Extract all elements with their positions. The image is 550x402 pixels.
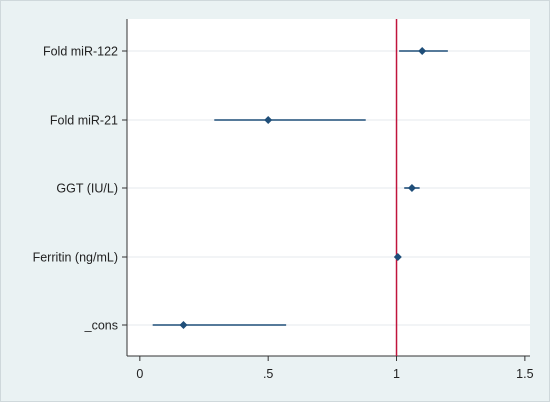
point-estimate-marker: [407, 184, 416, 192]
y-tick-label: Fold miR-21: [50, 114, 118, 128]
y-tick-label: GGT (IU/L): [56, 182, 118, 196]
x-axis-ticks: 0 .5 1 1.5: [136, 356, 534, 381]
y-tick-label: Ferritin (ng/mL): [33, 251, 118, 265]
point-estimate-marker: [393, 253, 402, 261]
y-tick-label: Fold miR-122: [43, 45, 118, 59]
coefficient-marks: [152, 47, 448, 329]
x-tick-label: 1: [393, 367, 400, 381]
point-estimate-marker: [264, 116, 273, 124]
x-tick-label: 0: [136, 367, 143, 381]
y-axis-ticks: Fold miR-122 Fold miR-21 GGT (IU/L) Ferriti…: [33, 45, 127, 333]
y-tick-label: _cons: [84, 319, 118, 333]
x-tick-label: .5: [263, 367, 273, 381]
x-tick-label: 1.5: [516, 367, 533, 381]
point-estimate-marker: [179, 321, 188, 329]
point-estimate-marker: [418, 47, 427, 55]
